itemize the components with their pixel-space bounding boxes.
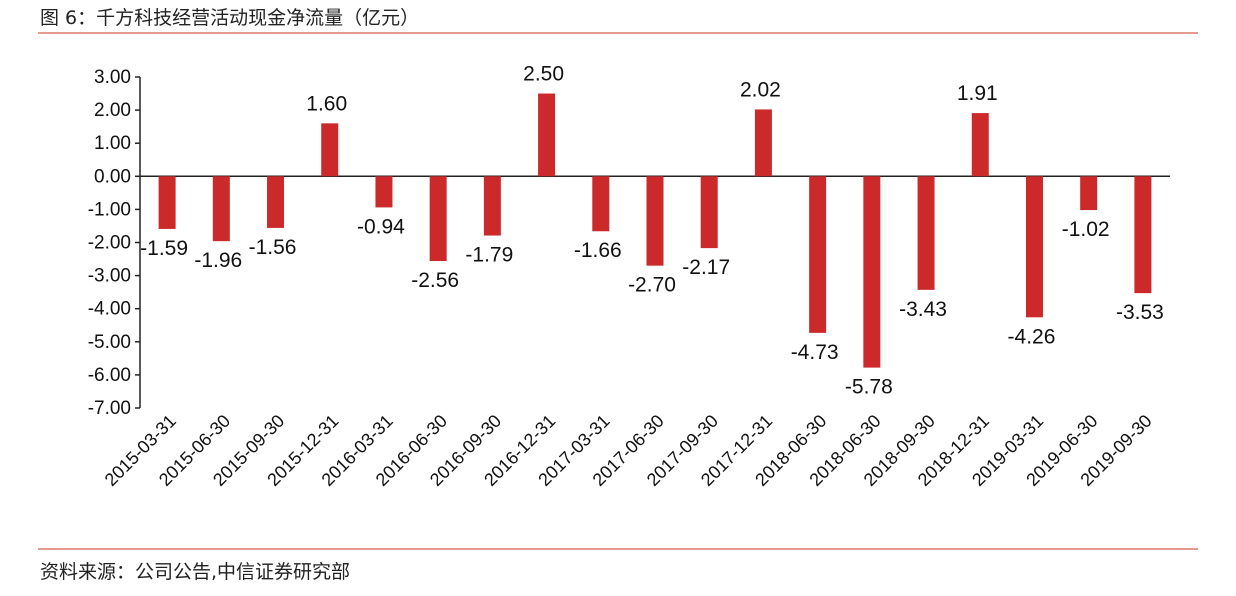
data-label: -1.96: [194, 249, 242, 272]
y-tick-label: -1.00: [88, 199, 131, 220]
data-label: -5.78: [845, 376, 893, 399]
bar: [754, 109, 772, 177]
bar: [267, 176, 285, 228]
top-divider: [38, 32, 1198, 34]
data-label: -2.56: [411, 269, 459, 292]
source-note: 资料来源：公司公告,中信证券研究部: [40, 561, 351, 583]
bar: [483, 176, 501, 236]
y-tick-label: 1.00: [94, 133, 131, 154]
y-tick-label: -7.00: [88, 398, 131, 419]
data-label: -4.26: [1008, 325, 1056, 348]
bar: [1134, 176, 1152, 294]
data-label: 2.50: [523, 63, 564, 86]
bar: [863, 176, 881, 368]
bar: [429, 176, 447, 262]
data-label: -2.70: [628, 274, 676, 297]
bar: [212, 176, 230, 242]
bar: [1025, 176, 1043, 318]
data-label: -3.43: [899, 298, 947, 321]
y-tick-label: -2.00: [88, 233, 131, 254]
bar: [592, 176, 610, 232]
data-label: -1.56: [249, 236, 297, 259]
y-tick-label: 2.00: [94, 100, 131, 121]
bar: [971, 113, 989, 177]
bar: [321, 123, 339, 177]
bar: [809, 176, 827, 333]
y-tick-label: 3.00: [94, 67, 131, 88]
bar: [158, 176, 176, 229]
data-label: -4.73: [791, 341, 839, 364]
bar: [700, 176, 718, 249]
data-label: -0.94: [357, 215, 405, 238]
y-tick-label: -6.00: [88, 365, 131, 386]
data-label: -1.02: [1062, 218, 1110, 241]
data-label: -3.53: [1116, 301, 1164, 324]
bar: [375, 176, 393, 208]
y-tick-label: -5.00: [88, 332, 131, 353]
data-label: -1.66: [574, 239, 622, 262]
data-label: 1.91: [957, 82, 998, 105]
y-tick-label: 0.00: [94, 166, 131, 187]
bar: [917, 176, 935, 290]
bar: [646, 176, 664, 266]
bar: [538, 93, 556, 177]
data-label: -2.17: [682, 256, 730, 279]
bar-chart: 3.00 2.00 1.00 0.00 -1.00 -2.00 -3.00 -4.00 -5.0…: [88, 63, 1170, 490]
bottom-divider: [38, 548, 1198, 550]
y-tick-label: -4.00: [88, 299, 131, 320]
data-label: 1.60: [306, 92, 347, 115]
data-label: 2.02: [740, 78, 781, 101]
y-tick-label: -3.00: [88, 266, 131, 287]
bar: [1080, 176, 1098, 211]
data-label: -1.59: [140, 237, 188, 260]
figure-title: 图 6：千方科技经营活动现金净流量（亿元）: [40, 7, 420, 29]
data-label: -1.79: [465, 244, 513, 267]
